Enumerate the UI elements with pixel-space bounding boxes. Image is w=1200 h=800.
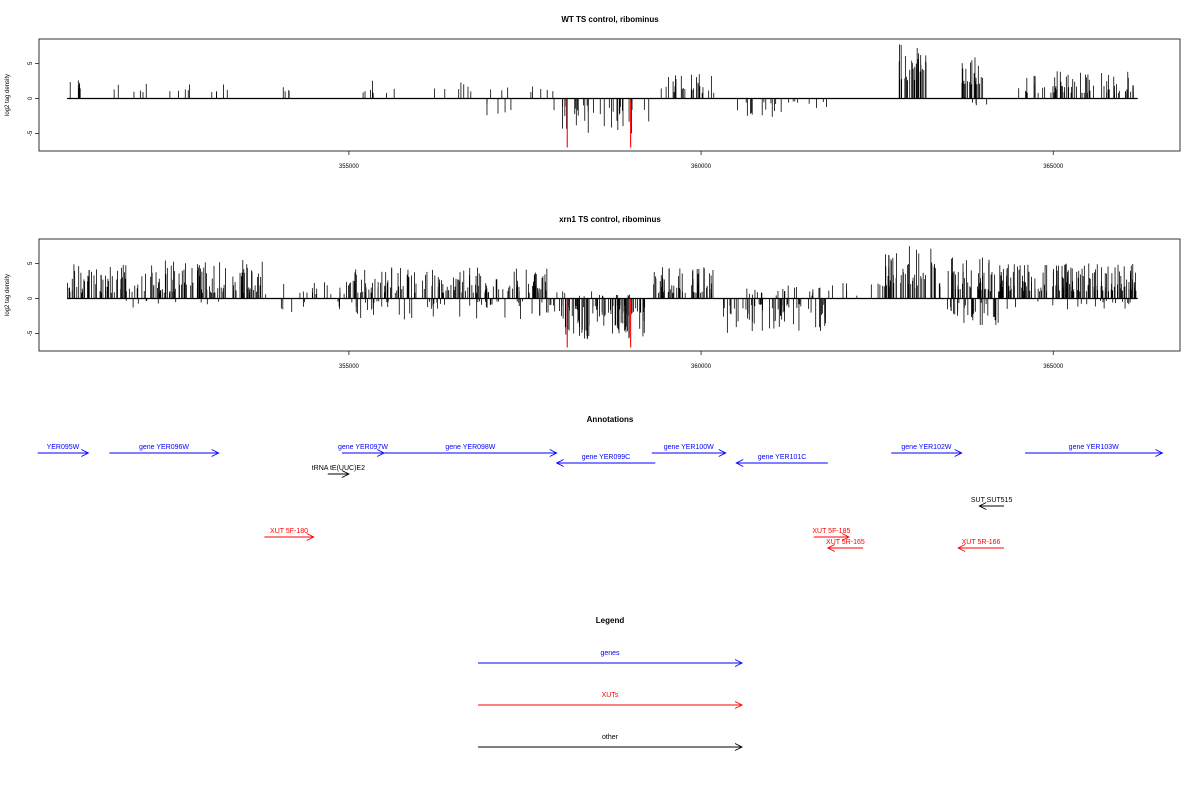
wt-x-tick-label: 360000: [691, 164, 712, 170]
annotations-title: Annotations: [587, 415, 634, 424]
feature-arrow-head: [306, 533, 315, 541]
feature-label: XUT 5F-185: [812, 528, 850, 535]
feature-label: gene YER098W: [445, 444, 495, 451]
legend-arrow-head: [734, 701, 744, 709]
feature-xut: XUT 5F-180: [264, 528, 315, 541]
annotations-panel: Annotations YER095W gene YER096W gene YER0…: [37, 415, 1164, 552]
wt-track-title: WT TS control, ribominus: [561, 15, 659, 24]
wt-y-tick-label: 5: [28, 61, 34, 65]
feature-label: tRNA tE(UUC)E2: [312, 465, 365, 472]
feature-other: tRNA tE(UUC)E2: [312, 465, 365, 478]
xrn1-x-tick-label: 355000: [339, 364, 360, 370]
feature-gene: gene YER102W: [891, 444, 963, 457]
feature-label: gene YER096W: [139, 444, 189, 451]
wt-axes: -5 0 5 355000 360000 365000: [28, 61, 1064, 170]
wt-track-panel: WT TS control, ribominus -5 0 5 355000 36000…: [5, 15, 1181, 170]
wt-bars: [67, 44, 1138, 148]
feature-arrow-head: [1155, 449, 1164, 457]
feature-gene: gene YER103W: [1025, 444, 1164, 457]
legend-item: other: [478, 734, 744, 751]
feature-arrow-head: [954, 449, 963, 457]
wt-y-tick-label: 0: [28, 96, 34, 100]
wt-x-tick-label: 365000: [1043, 164, 1064, 170]
xrn1-bars: [67, 246, 1138, 348]
feature-arrow-head: [718, 449, 727, 457]
xrn1-x-tick-label: 365000: [1043, 364, 1064, 370]
feature-gene: gene YER098W: [384, 444, 558, 457]
xrn1-track-panel: xrn1 TS control, ribominus -5 0 5 355000 360…: [5, 215, 1181, 370]
feature-xut: XUT 5F-185: [812, 528, 850, 541]
feature-label: XUT 5R-166: [962, 539, 1001, 546]
xrn1-x-tick-label: 360000: [691, 364, 712, 370]
feature-label: gene YER101C: [758, 454, 807, 461]
feature-label: gene YER099C: [582, 454, 631, 461]
feature-arrow-head: [826, 544, 836, 552]
feature-arrows: YER095W gene YER096W gene YER097W gene YER0…: [37, 444, 1164, 552]
feature-arrow-head: [978, 502, 987, 510]
xrn1-axes: -5 0 5 355000 360000 365000: [28, 261, 1064, 370]
xrn1-track-title: xrn1 TS control, ribominus: [559, 215, 661, 224]
legend-items: genes XUTs other: [478, 650, 744, 751]
feature-arrow-head: [376, 449, 386, 457]
xrn1-y-tick-label: -5: [28, 330, 34, 336]
feature-xut: XUT 5R-165: [826, 539, 865, 552]
feature-label: gene YER103W: [1069, 444, 1119, 451]
xrn1-y-tick-label: 0: [28, 296, 34, 300]
feature-gene: gene YER099C: [555, 454, 656, 467]
legend-label: other: [602, 734, 619, 741]
feature-gene: gene YER100W: [651, 444, 727, 457]
feature-label: gene YER097W: [338, 444, 388, 451]
feature-xut: XUT 5R-166: [957, 539, 1004, 552]
legend-title: Legend: [596, 616, 625, 625]
feature-label: YER095W: [47, 444, 80, 451]
xrn1-y-axis-label: log2 tag density: [5, 274, 11, 316]
legend-item: XUTs: [478, 692, 744, 709]
feature-arrow-head: [841, 533, 850, 541]
feature-arrow-head: [81, 449, 90, 457]
wt-plot-frame: [38, 38, 1181, 152]
feature-label: XUT 5R-165: [826, 539, 865, 546]
feature-arrow-head: [555, 459, 564, 467]
wt-y-axis-label: log2 tag density: [5, 74, 11, 116]
legend-label: genes: [600, 650, 620, 657]
feature-gene: gene YER097W: [338, 444, 388, 457]
feature-arrow-head: [957, 544, 966, 552]
feature-label: gene YER102W: [901, 444, 951, 451]
feature-gene: gene YER101C: [735, 454, 828, 467]
legend-arrow-head: [734, 743, 744, 751]
xrn1-plot-frame: [38, 238, 1181, 352]
feature-arrow-head: [735, 459, 744, 467]
wt-x-tick-label: 355000: [339, 164, 360, 170]
feature-other: SUT SUT515: [971, 497, 1013, 510]
feature-gene: gene YER096W: [109, 444, 220, 457]
wt-y-tick-label: -5: [28, 130, 34, 136]
legend-arrow-head: [734, 659, 744, 667]
feature-label: SUT SUT515: [971, 497, 1013, 504]
feature-label: XUT 5F-180: [270, 528, 308, 535]
xrn1-y-tick-label: 5: [28, 261, 34, 265]
feature-arrow-head: [211, 449, 220, 457]
legend-item: genes: [478, 650, 744, 667]
feature-arrow-head: [549, 449, 558, 457]
feature-gene: YER095W: [37, 444, 90, 457]
feature-arrow-head: [341, 470, 350, 478]
feature-label: gene YER100W: [664, 444, 714, 451]
legend-panel: Legend genes XUTs other: [478, 616, 744, 751]
legend-label: XUTs: [602, 692, 619, 699]
